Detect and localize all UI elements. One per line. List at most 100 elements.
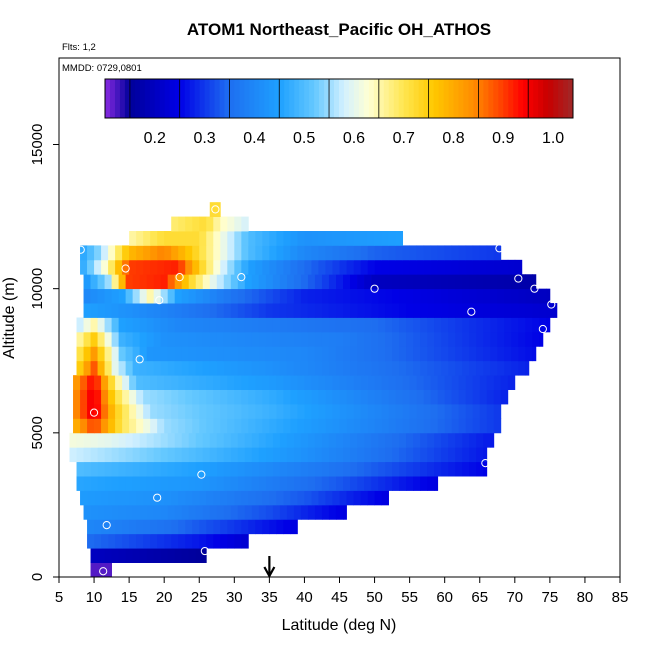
heatmap-cell (413, 447, 421, 463)
heatmap-cell (420, 461, 428, 477)
heatmap-cell (188, 447, 197, 463)
heatmap-cell (262, 519, 270, 535)
heatmap-cell (220, 216, 228, 232)
x-tick-label: 50 (366, 589, 383, 606)
heatmap-cell (223, 360, 232, 376)
heatmap-cell (83, 317, 91, 333)
heatmap-cell (104, 288, 112, 304)
heatmap-cell (150, 404, 158, 419)
heatmap-cell (80, 389, 88, 405)
x-tick-label: 40 (296, 589, 313, 606)
heatmap-cell (444, 245, 453, 261)
heatmap-cell (451, 389, 460, 405)
heatmap-cell (209, 274, 218, 290)
heatmap-cell (357, 346, 365, 362)
heatmap-cell (286, 476, 295, 491)
heatmap-cell (378, 447, 386, 463)
heatmap-cell (220, 245, 228, 261)
heatmap-cell (195, 288, 204, 304)
heatmap-cell (448, 346, 456, 362)
colorbar-segment (334, 79, 340, 118)
heatmap-cell (73, 389, 81, 405)
heatmap-cell (462, 447, 470, 463)
heatmap-cell (504, 274, 512, 290)
colorbar-segment (119, 79, 126, 118)
heatmap-cell (490, 432, 495, 448)
heatmap-cell (90, 317, 98, 333)
heatmap-cell (483, 331, 491, 347)
heatmap-cell (381, 245, 389, 261)
heatmap-cell (441, 346, 449, 362)
heatmap-cell (332, 404, 340, 419)
heatmap-cell (223, 303, 232, 318)
heatmap-cell (234, 490, 242, 506)
heatmap-cell (104, 562, 112, 578)
heatmap-cell (213, 404, 221, 419)
heatmap-cell (321, 274, 330, 290)
heatmap-cell (311, 259, 319, 275)
heatmap-cell (223, 317, 232, 333)
heatmap-cell (188, 288, 197, 304)
heatmap-cell (367, 490, 375, 506)
heatmap-cell (244, 317, 253, 333)
heatmap-cell (307, 303, 316, 318)
colorbar-segment (553, 79, 559, 118)
heatmap-cell (202, 360, 211, 376)
heatmap-cell (195, 447, 204, 463)
heatmap-cell (441, 331, 449, 347)
heatmap-cell (216, 504, 225, 520)
heatmap-cell (413, 288, 421, 304)
heatmap-cell (153, 360, 162, 376)
heatmap-cell (321, 461, 330, 477)
heatmap-cell (300, 317, 309, 333)
heatmap-cell (139, 360, 148, 376)
heatmap-cell (328, 274, 337, 290)
heatmap-cell (125, 331, 134, 347)
heatmap-cell (434, 288, 442, 304)
heatmap-cell (483, 288, 491, 304)
y-tick-label: 10000 (29, 268, 46, 310)
heatmap-cell (248, 404, 256, 419)
heatmap-cell (437, 418, 446, 434)
heatmap-cell (420, 317, 428, 333)
heatmap-cell (339, 418, 347, 434)
colorbar-segment (229, 79, 235, 118)
heatmap-cell (427, 432, 435, 448)
heatmap-cell (472, 389, 481, 405)
heatmap-cell (297, 418, 305, 434)
colorbar-segment (563, 79, 569, 118)
colorbar-segment (378, 79, 385, 118)
heatmap-cell (539, 331, 544, 347)
heatmap-cell (188, 548, 197, 563)
heatmap-cell (272, 432, 281, 448)
heatmap-cell (343, 476, 351, 491)
heatmap-cell (472, 259, 481, 275)
heatmap-cell (174, 432, 183, 448)
heatmap-cell (199, 490, 207, 506)
heatmap-cell (483, 360, 491, 376)
heatmap-cell (90, 548, 98, 563)
heatmap-cell (248, 259, 256, 275)
heatmap-cell (160, 360, 169, 376)
heatmap-cell (406, 447, 414, 463)
heatmap-cell (469, 288, 477, 304)
heatmap-cell (258, 331, 267, 347)
heatmap-cell (108, 245, 116, 261)
heatmap-cell (321, 504, 330, 520)
heatmap-cell (283, 231, 291, 246)
heatmap-cell (297, 375, 305, 390)
heatmap-cell (220, 375, 228, 390)
heatmap-cell (244, 504, 253, 520)
heatmap-cell (413, 331, 421, 347)
heatmap-cell (195, 360, 204, 376)
heatmap-cell (378, 303, 386, 318)
heatmap-cell (73, 404, 81, 419)
heatmap-cell (339, 245, 347, 261)
colorbar-segment (423, 79, 430, 118)
heatmap-cell (307, 504, 316, 520)
heatmap-cell (94, 533, 102, 549)
heatmap-cell (202, 274, 211, 290)
heatmap-cell (434, 346, 442, 362)
heatmap-cell (269, 519, 277, 535)
heatmap-cell (343, 461, 351, 477)
